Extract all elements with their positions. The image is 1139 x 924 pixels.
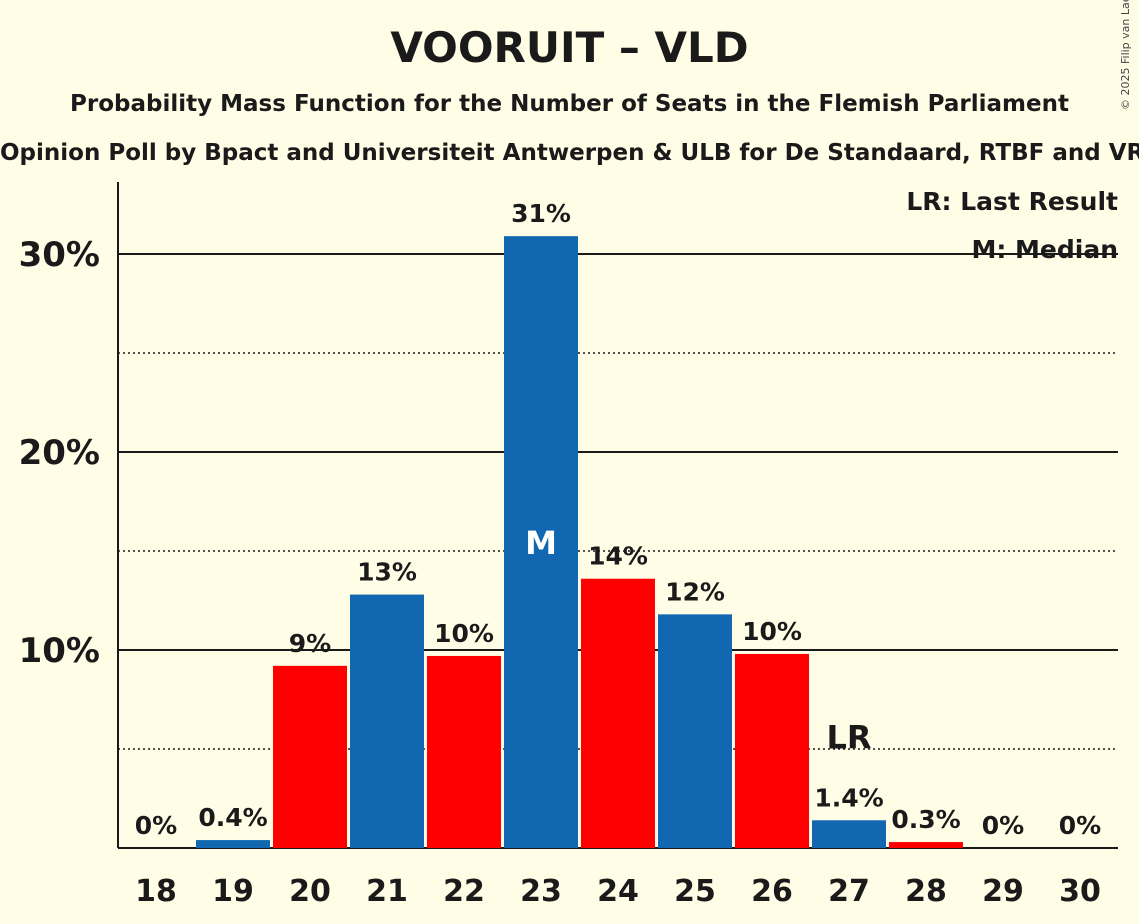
data-label: 0.3%	[891, 805, 960, 834]
x-tick-label: 18	[135, 874, 177, 909]
x-tick-label: 21	[366, 874, 408, 909]
x-tick-label: 20	[289, 874, 331, 909]
data-label: 31%	[511, 199, 571, 228]
x-tick-label: 28	[905, 874, 947, 909]
median-marker: M	[525, 524, 557, 562]
bar	[350, 594, 424, 848]
bar	[273, 665, 347, 848]
x-tick-label: 19	[212, 874, 254, 909]
x-tick-label: 27	[828, 874, 870, 909]
bar	[889, 842, 963, 848]
data-label: 10%	[434, 619, 494, 648]
data-label: 0%	[135, 811, 177, 840]
x-tick-label: 22	[443, 874, 485, 909]
data-label: 1.4%	[814, 783, 883, 812]
bar	[427, 655, 501, 848]
data-label: 0%	[982, 811, 1024, 840]
y-tick-label: 10%	[19, 631, 100, 671]
data-label: 13%	[357, 558, 417, 587]
x-tick-label: 26	[751, 874, 793, 909]
grid-layer	[117, 182, 1118, 849]
bar	[658, 614, 732, 848]
y-tick-label: 30%	[19, 235, 100, 275]
data-label: 10%	[742, 617, 802, 646]
bar	[581, 578, 655, 848]
data-label: 0%	[1059, 811, 1101, 840]
legend-median: M: Median	[971, 235, 1118, 264]
bar	[196, 840, 270, 848]
data-label: 14%	[588, 542, 648, 571]
bar	[735, 653, 809, 848]
y-tick-label: 20%	[19, 433, 100, 473]
bar	[504, 236, 578, 848]
labels-layer: 10% 20% 30% 18 0% 19 0.4% 20 9% 21 13% 22 10% 23 31% M 2…	[19, 199, 1102, 909]
bar	[812, 820, 886, 848]
data-label: 12%	[665, 577, 725, 606]
x-tick-label: 25	[674, 874, 716, 909]
data-label: 0.4%	[198, 803, 267, 832]
x-tick-label: 30	[1059, 874, 1101, 909]
chart-title: VOORUIT – VLD	[390, 23, 749, 72]
x-tick-label: 24	[597, 874, 639, 909]
legend-last-result: LR: Last Result	[906, 187, 1118, 216]
chart-source: Opinion Poll by Bpact and Universiteit A…	[0, 140, 1139, 166]
data-label: 9%	[289, 629, 331, 658]
last-result-marker: LR	[826, 718, 871, 756]
chart-subtitle: Probability Mass Function for the Number…	[70, 91, 1069, 117]
x-tick-label: 23	[520, 874, 562, 909]
bars-layer	[196, 236, 963, 848]
x-tick-label: 29	[982, 874, 1024, 909]
